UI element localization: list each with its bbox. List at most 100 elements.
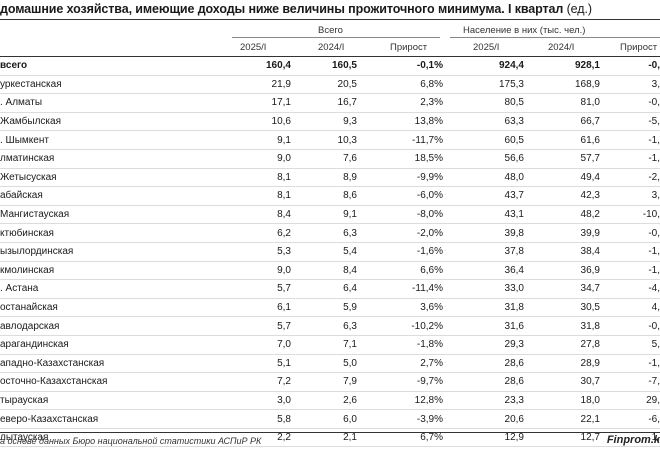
cell-value: 6,3 [291, 223, 357, 243]
cell-value: 13,8% [357, 112, 443, 132]
cell-value: 30,7 [524, 372, 600, 392]
cell-value: 928,1 [524, 57, 600, 76]
cell-value: -0, [600, 93, 660, 113]
cell-value: 5,1 [230, 354, 291, 374]
cell-value: -2, [600, 168, 660, 188]
table-row: . Алматы 17,1 16,7 2,3% 80,5 81,0 -0, [0, 93, 660, 113]
cell-value: 9,0 [230, 149, 291, 169]
table-row: Жамбылская 10,6 9,3 13,8% 63,3 66,7 -5, [0, 112, 660, 132]
cell-value: 31,8 [524, 316, 600, 336]
cell-value: 81,0 [524, 93, 600, 113]
cell-value: -0, [600, 223, 660, 243]
cell-value: 10,3 [291, 130, 357, 150]
cell-value: 36,9 [524, 261, 600, 281]
cell-value: -11,7% [357, 130, 443, 150]
region-name: ктюбинская [0, 223, 230, 243]
table-row: ызылординская 5,3 5,4 -1,6% 37,8 38,4 -1, [0, 242, 660, 262]
cell-value: 5,8 [230, 409, 291, 429]
cell-value: 1, [600, 428, 660, 448]
cell-value: 31,8 [443, 298, 524, 318]
cell-value: 6,2 [230, 223, 291, 243]
table-row: останайская 6,1 5,9 3,6% 31,8 30,5 4, [0, 298, 660, 318]
region-name: осточно-Казахстанская [0, 372, 230, 392]
cell-value: 22,1 [524, 409, 600, 429]
cell-value: 175,3 [443, 75, 524, 95]
cell-value: 6,7% [357, 428, 443, 448]
cell-value: 37,8 [443, 242, 524, 262]
cell-value: 43,1 [443, 205, 524, 225]
cell-value: 8,9 [291, 168, 357, 188]
region-name: ызылординская [0, 242, 230, 262]
cell-value: 5,3 [230, 242, 291, 262]
table-title-main: домашние хозяйства, имеющие доходы ниже … [0, 2, 564, 16]
data-table: всего 160,4 160,5 -0,1% 924,4 928,1 -0, уркеста… [0, 57, 660, 448]
col-header-growth-total: Прирост [390, 42, 428, 53]
col-header-growth-population: Прирост [620, 42, 658, 53]
cell-value: 48,0 [443, 168, 524, 188]
cell-value: -1,6% [357, 242, 443, 262]
cell-value: 9,0 [230, 261, 291, 281]
cell-value: 18,5% [357, 149, 443, 169]
col-header-2025-total: 2025/I [240, 42, 267, 53]
cell-value: -0,1% [357, 57, 443, 76]
table-title: домашние хозяйства, имеющие доходы ниже … [0, 2, 592, 16]
region-name: . Астана [0, 279, 230, 299]
table-row: еверо-Казахстанская 5,8 6,0 -3,9% 20,6 22,1 -6… [0, 409, 660, 429]
cell-value: 7,1 [291, 335, 357, 355]
cell-value: 3, [600, 75, 660, 95]
region-name: лытауская [0, 428, 230, 448]
table-row: ападно-Казахстанская 5,1 5,0 2,7% 28,6 28,9 -1… [0, 354, 660, 374]
col-header-2024-population: 2024/I [548, 42, 575, 53]
group-underline-total [232, 37, 440, 38]
region-name: абайская [0, 186, 230, 206]
table-row: уркестанская 21,9 20,5 6,8% 175,3 168,9 3, [0, 75, 660, 95]
cell-value: -1, [600, 149, 660, 169]
cell-value: -1, [600, 354, 660, 374]
cell-value: -8,0% [357, 205, 443, 225]
region-name: останайская [0, 298, 230, 318]
cell-value: 6,8% [357, 75, 443, 95]
cell-value: 3,6% [357, 298, 443, 318]
cell-value: 7,6 [291, 149, 357, 169]
group-underline-population [450, 37, 660, 38]
cell-value: 56,6 [443, 149, 524, 169]
table-row: абайская 8,1 8,6 -6,0% 43,7 42,3 3, [0, 186, 660, 206]
group-header-population: Население в них (тыс. чел.) [463, 25, 586, 36]
cell-value: 28,9 [524, 354, 600, 374]
cell-value: 48,2 [524, 205, 600, 225]
cell-value: 5, [600, 335, 660, 355]
cell-value: 27,8 [524, 335, 600, 355]
cell-value: -6, [600, 409, 660, 429]
cell-value: 20,6 [443, 409, 524, 429]
cell-value: 8,4 [230, 205, 291, 225]
cell-value: -0, [600, 57, 660, 76]
region-name: авлодарская [0, 316, 230, 336]
cell-value: 6,1 [230, 298, 291, 318]
cell-value: 2,7% [357, 354, 443, 374]
cell-value: 9,1 [291, 205, 357, 225]
cell-value: 28,6 [443, 354, 524, 374]
cell-value: 33,0 [443, 279, 524, 299]
cell-value: 34,7 [524, 279, 600, 299]
header-divider [0, 56, 660, 57]
cell-value: 42,3 [524, 186, 600, 206]
cell-value: -9,7% [357, 372, 443, 392]
region-name: . Алматы [0, 93, 230, 113]
brand-logo: Finprom.k [606, 434, 660, 446]
cell-value: 38,4 [524, 242, 600, 262]
cell-value: 20,5 [291, 75, 357, 95]
cell-value: 16,7 [291, 93, 357, 113]
cell-value: -1, [600, 261, 660, 281]
region-name: всего [0, 57, 230, 76]
cell-value: -1, [600, 130, 660, 150]
cell-value: 160,4 [230, 57, 291, 76]
cell-value: 39,9 [524, 223, 600, 243]
cell-value: 18,0 [524, 391, 600, 411]
cell-value: -7, [600, 372, 660, 392]
region-name: . Шымкент [0, 130, 230, 150]
cell-value: 6,4 [291, 279, 357, 299]
cell-value: 8,6 [291, 186, 357, 206]
cell-value: 6,3 [291, 316, 357, 336]
region-name: Жетысуская [0, 168, 230, 188]
cell-value: 60,5 [443, 130, 524, 150]
